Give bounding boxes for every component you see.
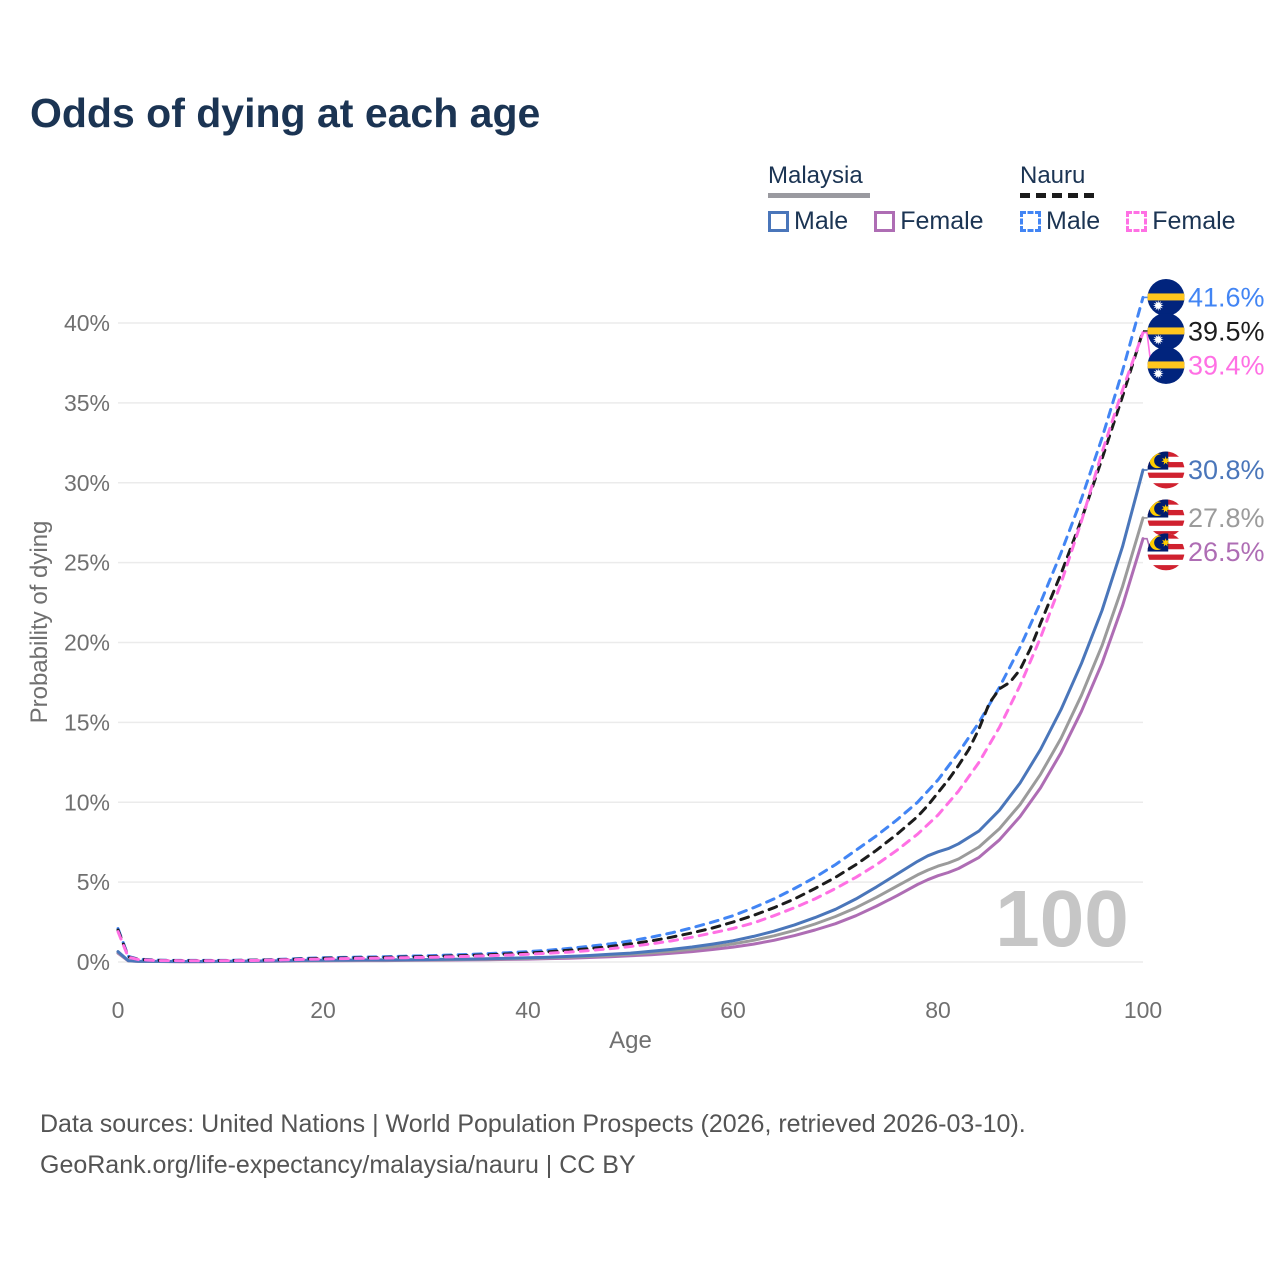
nauru-total-line-swatch <box>1020 193 1094 198</box>
legend-item-malaysia-male[interactable]: Male <box>768 207 848 236</box>
series-line-nauru-male <box>116 295 1145 962</box>
footer-data-sources: Data sources: United Nations | World Pop… <box>40 1110 1026 1138</box>
legend-label-malaysia-female: Female <box>900 207 984 235</box>
malaysia-total-line-swatch <box>768 193 870 198</box>
legend-item-nauru-female[interactable]: Female <box>1126 207 1236 236</box>
legend-group-malaysia: Malaysia Male Female <box>768 162 984 235</box>
malaysia-flag-icon <box>1147 499 1185 537</box>
y-tick-0%: 0% <box>77 949 110 975</box>
age-watermark: 100 <box>995 874 1128 963</box>
end-label-nauru-total: 39.5% <box>1188 316 1265 346</box>
nauru-flag-icon <box>1147 278 1185 316</box>
legend: Malaysia Male Female Nauru <box>0 162 1280 242</box>
malaysia-male-swatch-icon <box>768 211 789 232</box>
legend-label-malaysia-male: Male <box>794 207 849 235</box>
x-tick-20: 20 <box>310 997 336 1023</box>
series-line-malaysia-male <box>116 468 1145 963</box>
legend-item-malaysia-female[interactable]: Female <box>874 207 984 236</box>
y-tick-15%: 15% <box>64 709 110 735</box>
x-tick-40: 40 <box>515 997 541 1023</box>
end-label-nauru-female: 39.4% <box>1188 350 1265 380</box>
x-axis-title: Age <box>609 1027 652 1054</box>
y-tick-20%: 20% <box>64 630 110 656</box>
nauru-female-swatch-icon <box>1126 211 1148 232</box>
series-line-nauru-total <box>116 329 1145 963</box>
legend-label-nauru-male: Male <box>1046 207 1101 235</box>
y-tick-10%: 10% <box>64 789 110 815</box>
y-tick-5%: 5% <box>77 869 110 895</box>
nauru-flag-icon <box>1147 312 1185 350</box>
y-tick-30%: 30% <box>64 470 110 496</box>
legend-label-nauru-female: Female <box>1152 207 1236 235</box>
malaysia-flag-icon <box>1147 451 1185 489</box>
x-tick-100: 100 <box>1124 997 1162 1023</box>
y-axis-title: Probability of dying <box>26 521 53 724</box>
malaysia-flag-icon <box>1147 533 1185 571</box>
nauru-male-swatch-icon <box>1020 211 1041 232</box>
y-tick-40%: 40% <box>64 310 110 336</box>
x-tick-60: 60 <box>720 997 746 1023</box>
x-tick-80: 80 <box>925 997 951 1023</box>
end-label-malaysia-total: 27.8% <box>1188 503 1265 533</box>
y-tick-25%: 25% <box>64 550 110 576</box>
malaysia-female-swatch-icon <box>874 211 896 232</box>
legend-country-nauru[interactable]: Nauru <box>1020 162 1086 189</box>
nauru-flag-icon <box>1147 346 1185 384</box>
x-tick-0: 0 <box>112 997 125 1023</box>
legend-country-malaysia[interactable]: Malaysia <box>768 162 863 189</box>
legend-group-nauru: Nauru Male Female <box>1020 162 1236 235</box>
footer: Data sources: United Nations | World Pop… <box>40 1104 1026 1186</box>
page-title: Odds of dying at each age <box>30 90 541 136</box>
y-tick-35%: 35% <box>64 390 110 416</box>
end-label-malaysia-male: 30.8% <box>1188 455 1265 485</box>
series-line-malaysia-female <box>116 537 1145 964</box>
end-label-malaysia-female: 26.5% <box>1188 537 1265 567</box>
legend-item-nauru-male[interactable]: Male <box>1020 207 1100 236</box>
series-line-malaysia-total <box>116 516 1145 963</box>
end-label-nauru-male: 41.6% <box>1188 282 1265 312</box>
footer-georank-link[interactable]: GeoRank.org/life-expectancy/malaysia/nau… <box>40 1151 636 1179</box>
series-line-nauru-female <box>116 331 1145 963</box>
